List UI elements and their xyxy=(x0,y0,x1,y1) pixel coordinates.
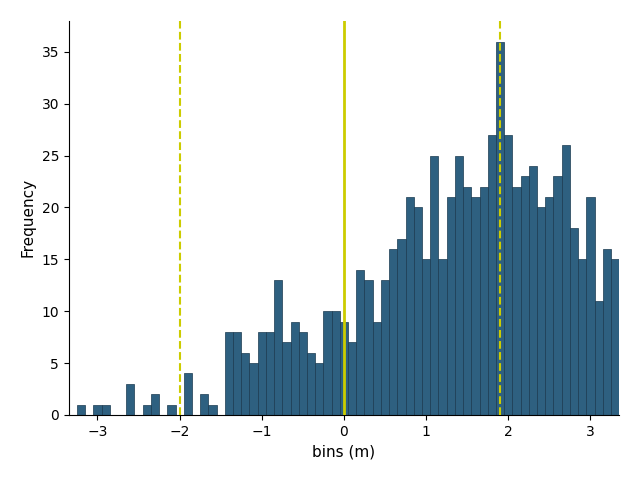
X-axis label: bins (m): bins (m) xyxy=(312,444,376,459)
Bar xyxy=(274,280,282,415)
Bar xyxy=(397,239,406,415)
Bar xyxy=(258,332,266,415)
Bar xyxy=(167,405,175,415)
Bar xyxy=(463,187,471,415)
Bar xyxy=(529,166,537,415)
Bar xyxy=(471,197,479,415)
Bar xyxy=(356,270,365,415)
Bar xyxy=(389,249,397,415)
Bar xyxy=(447,197,455,415)
Bar xyxy=(578,259,586,415)
Bar xyxy=(151,394,159,415)
Bar xyxy=(479,187,488,415)
Bar xyxy=(266,332,274,415)
Bar xyxy=(372,322,381,415)
Bar xyxy=(332,311,340,415)
Bar xyxy=(562,145,570,415)
Y-axis label: Frequency: Frequency xyxy=(21,178,36,257)
Bar xyxy=(282,342,291,415)
Bar xyxy=(233,332,241,415)
Bar xyxy=(636,228,640,415)
Bar xyxy=(77,405,85,415)
Bar xyxy=(225,332,233,415)
Bar xyxy=(209,405,216,415)
Bar xyxy=(595,301,603,415)
Bar xyxy=(340,322,348,415)
Bar xyxy=(611,259,619,415)
Bar xyxy=(323,311,332,415)
Bar xyxy=(504,135,513,415)
Bar xyxy=(365,280,372,415)
Bar xyxy=(307,353,315,415)
Bar xyxy=(184,373,192,415)
Bar xyxy=(570,228,578,415)
Bar xyxy=(414,207,422,415)
Bar xyxy=(496,42,504,415)
Bar xyxy=(126,384,134,415)
Bar xyxy=(93,405,102,415)
Bar xyxy=(406,197,414,415)
Bar xyxy=(299,332,307,415)
Bar xyxy=(315,363,323,415)
Bar xyxy=(200,394,209,415)
Bar xyxy=(488,135,496,415)
Bar xyxy=(554,176,562,415)
Bar xyxy=(143,405,151,415)
Bar xyxy=(520,176,529,415)
Bar xyxy=(627,270,636,415)
Bar xyxy=(241,353,250,415)
Bar xyxy=(438,259,447,415)
Bar xyxy=(102,405,110,415)
Bar xyxy=(291,322,299,415)
Bar xyxy=(545,197,554,415)
Bar xyxy=(250,363,258,415)
Bar xyxy=(586,197,595,415)
Bar xyxy=(537,207,545,415)
Bar xyxy=(619,259,627,415)
Bar xyxy=(422,259,430,415)
Bar xyxy=(348,342,356,415)
Bar xyxy=(603,249,611,415)
Bar xyxy=(513,187,520,415)
Bar xyxy=(381,280,389,415)
Bar xyxy=(455,156,463,415)
Bar xyxy=(430,156,438,415)
